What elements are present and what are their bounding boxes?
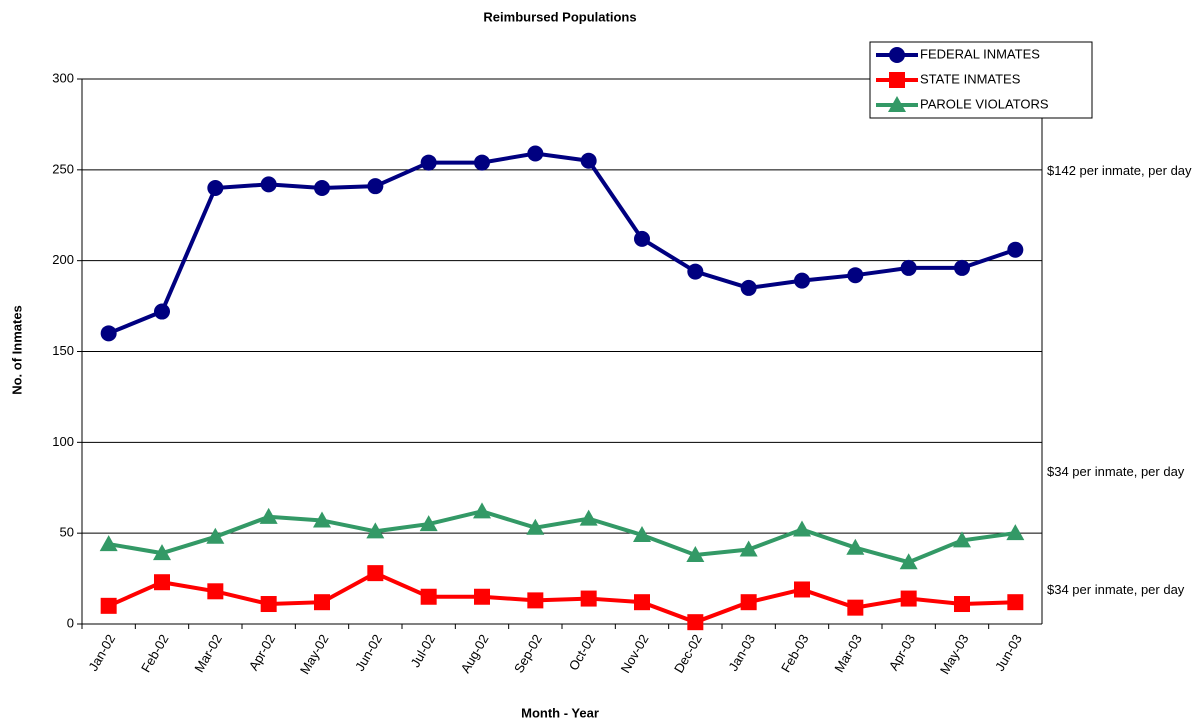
marker bbox=[846, 538, 865, 555]
annotation: $34 per inmate, per day bbox=[1047, 582, 1185, 597]
x-tick-label: Jul-02 bbox=[408, 632, 439, 670]
marker bbox=[527, 592, 544, 609]
marker bbox=[314, 594, 330, 611]
chart-title: Reimbursed Populations bbox=[483, 9, 636, 24]
x-tick-label: Jan-02 bbox=[85, 632, 118, 674]
marker bbox=[260, 176, 277, 193]
marker bbox=[527, 145, 544, 162]
marker bbox=[313, 511, 331, 528]
marker bbox=[579, 509, 598, 526]
x-tick-label: May-02 bbox=[297, 632, 332, 677]
x-tick-label: Aug-02 bbox=[458, 632, 492, 676]
marker bbox=[474, 588, 490, 605]
annotation: $142 per inmate, per day bbox=[1047, 163, 1192, 178]
marker bbox=[687, 263, 704, 280]
marker bbox=[526, 518, 545, 535]
series-line bbox=[108, 509, 1016, 565]
marker bbox=[687, 614, 704, 631]
x-tick-label: Sep-02 bbox=[511, 632, 545, 676]
x-tick-label: Jun-02 bbox=[352, 632, 385, 674]
x-tick-label: May-03 bbox=[937, 632, 972, 677]
marker bbox=[153, 544, 171, 561]
x-tick-label: Nov-02 bbox=[618, 632, 652, 676]
marker bbox=[314, 180, 330, 196]
marker bbox=[900, 590, 917, 607]
y-tick-label: 100 bbox=[52, 434, 74, 449]
marker bbox=[207, 180, 224, 196]
legend-label: STATE INMATES bbox=[920, 71, 1021, 86]
marker bbox=[954, 596, 970, 613]
annotation: $34 per inmate, per day bbox=[1047, 464, 1185, 479]
x-axis-label: Month - Year bbox=[521, 705, 599, 720]
marker bbox=[99, 535, 118, 552]
marker bbox=[953, 531, 971, 548]
x-tick-label: Feb-03 bbox=[778, 632, 812, 675]
marker bbox=[419, 515, 438, 532]
marker bbox=[889, 47, 905, 63]
marker bbox=[473, 502, 491, 519]
marker bbox=[740, 279, 757, 296]
x-tick-label: Apr-02 bbox=[246, 632, 279, 673]
marker bbox=[739, 540, 758, 557]
marker bbox=[580, 590, 597, 607]
marker bbox=[206, 527, 225, 544]
y-tick-label: 200 bbox=[52, 252, 74, 267]
marker bbox=[740, 594, 757, 611]
marker bbox=[634, 230, 650, 247]
y-axis-label: No. of Inmates bbox=[9, 305, 24, 395]
marker bbox=[634, 594, 650, 611]
marker bbox=[154, 574, 170, 591]
marker bbox=[474, 154, 490, 171]
marker bbox=[260, 596, 277, 613]
y-tick-label: 150 bbox=[52, 343, 74, 358]
series-line bbox=[107, 570, 1016, 625]
legend-label: FEDERAL INMATES bbox=[920, 46, 1040, 61]
y-tick-label: 50 bbox=[60, 525, 74, 540]
marker bbox=[420, 588, 437, 605]
marker bbox=[954, 259, 970, 276]
x-tick-label: Mar-03 bbox=[831, 632, 865, 675]
marker bbox=[888, 96, 906, 112]
marker bbox=[580, 152, 597, 169]
x-tick-label: Feb-02 bbox=[138, 632, 172, 675]
x-tick-label: Jan-03 bbox=[725, 632, 758, 674]
marker bbox=[100, 325, 117, 342]
x-tick-label: Mar-02 bbox=[191, 632, 225, 675]
marker bbox=[794, 581, 810, 598]
marker bbox=[794, 272, 810, 289]
marker bbox=[154, 303, 170, 320]
marker bbox=[259, 507, 278, 524]
marker bbox=[847, 267, 864, 284]
marker bbox=[900, 259, 917, 276]
marker bbox=[100, 597, 117, 614]
marker bbox=[847, 599, 864, 616]
marker bbox=[1007, 594, 1024, 611]
marker bbox=[207, 583, 224, 600]
y-tick-label: 300 bbox=[52, 70, 74, 85]
marker bbox=[420, 154, 437, 171]
marker bbox=[793, 520, 811, 537]
x-tick-label: Jun-03 bbox=[992, 632, 1025, 674]
x-tick-label: Apr-03 bbox=[886, 632, 919, 673]
marker bbox=[1007, 241, 1024, 258]
y-tick-label: 250 bbox=[52, 161, 74, 176]
marker bbox=[633, 525, 651, 542]
x-tick-label: Dec-02 bbox=[671, 632, 705, 676]
marker bbox=[686, 545, 705, 562]
marker bbox=[899, 553, 918, 570]
series-line bbox=[107, 151, 1016, 336]
legend-label: PAROLE VIOLATORS bbox=[920, 96, 1049, 111]
marker bbox=[366, 522, 385, 539]
x-tick-label: Oct-02 bbox=[566, 632, 598, 673]
marker bbox=[889, 72, 905, 88]
marker bbox=[367, 565, 384, 582]
marker bbox=[367, 178, 384, 195]
y-tick-label: 0 bbox=[67, 615, 74, 630]
marker bbox=[1006, 524, 1025, 541]
